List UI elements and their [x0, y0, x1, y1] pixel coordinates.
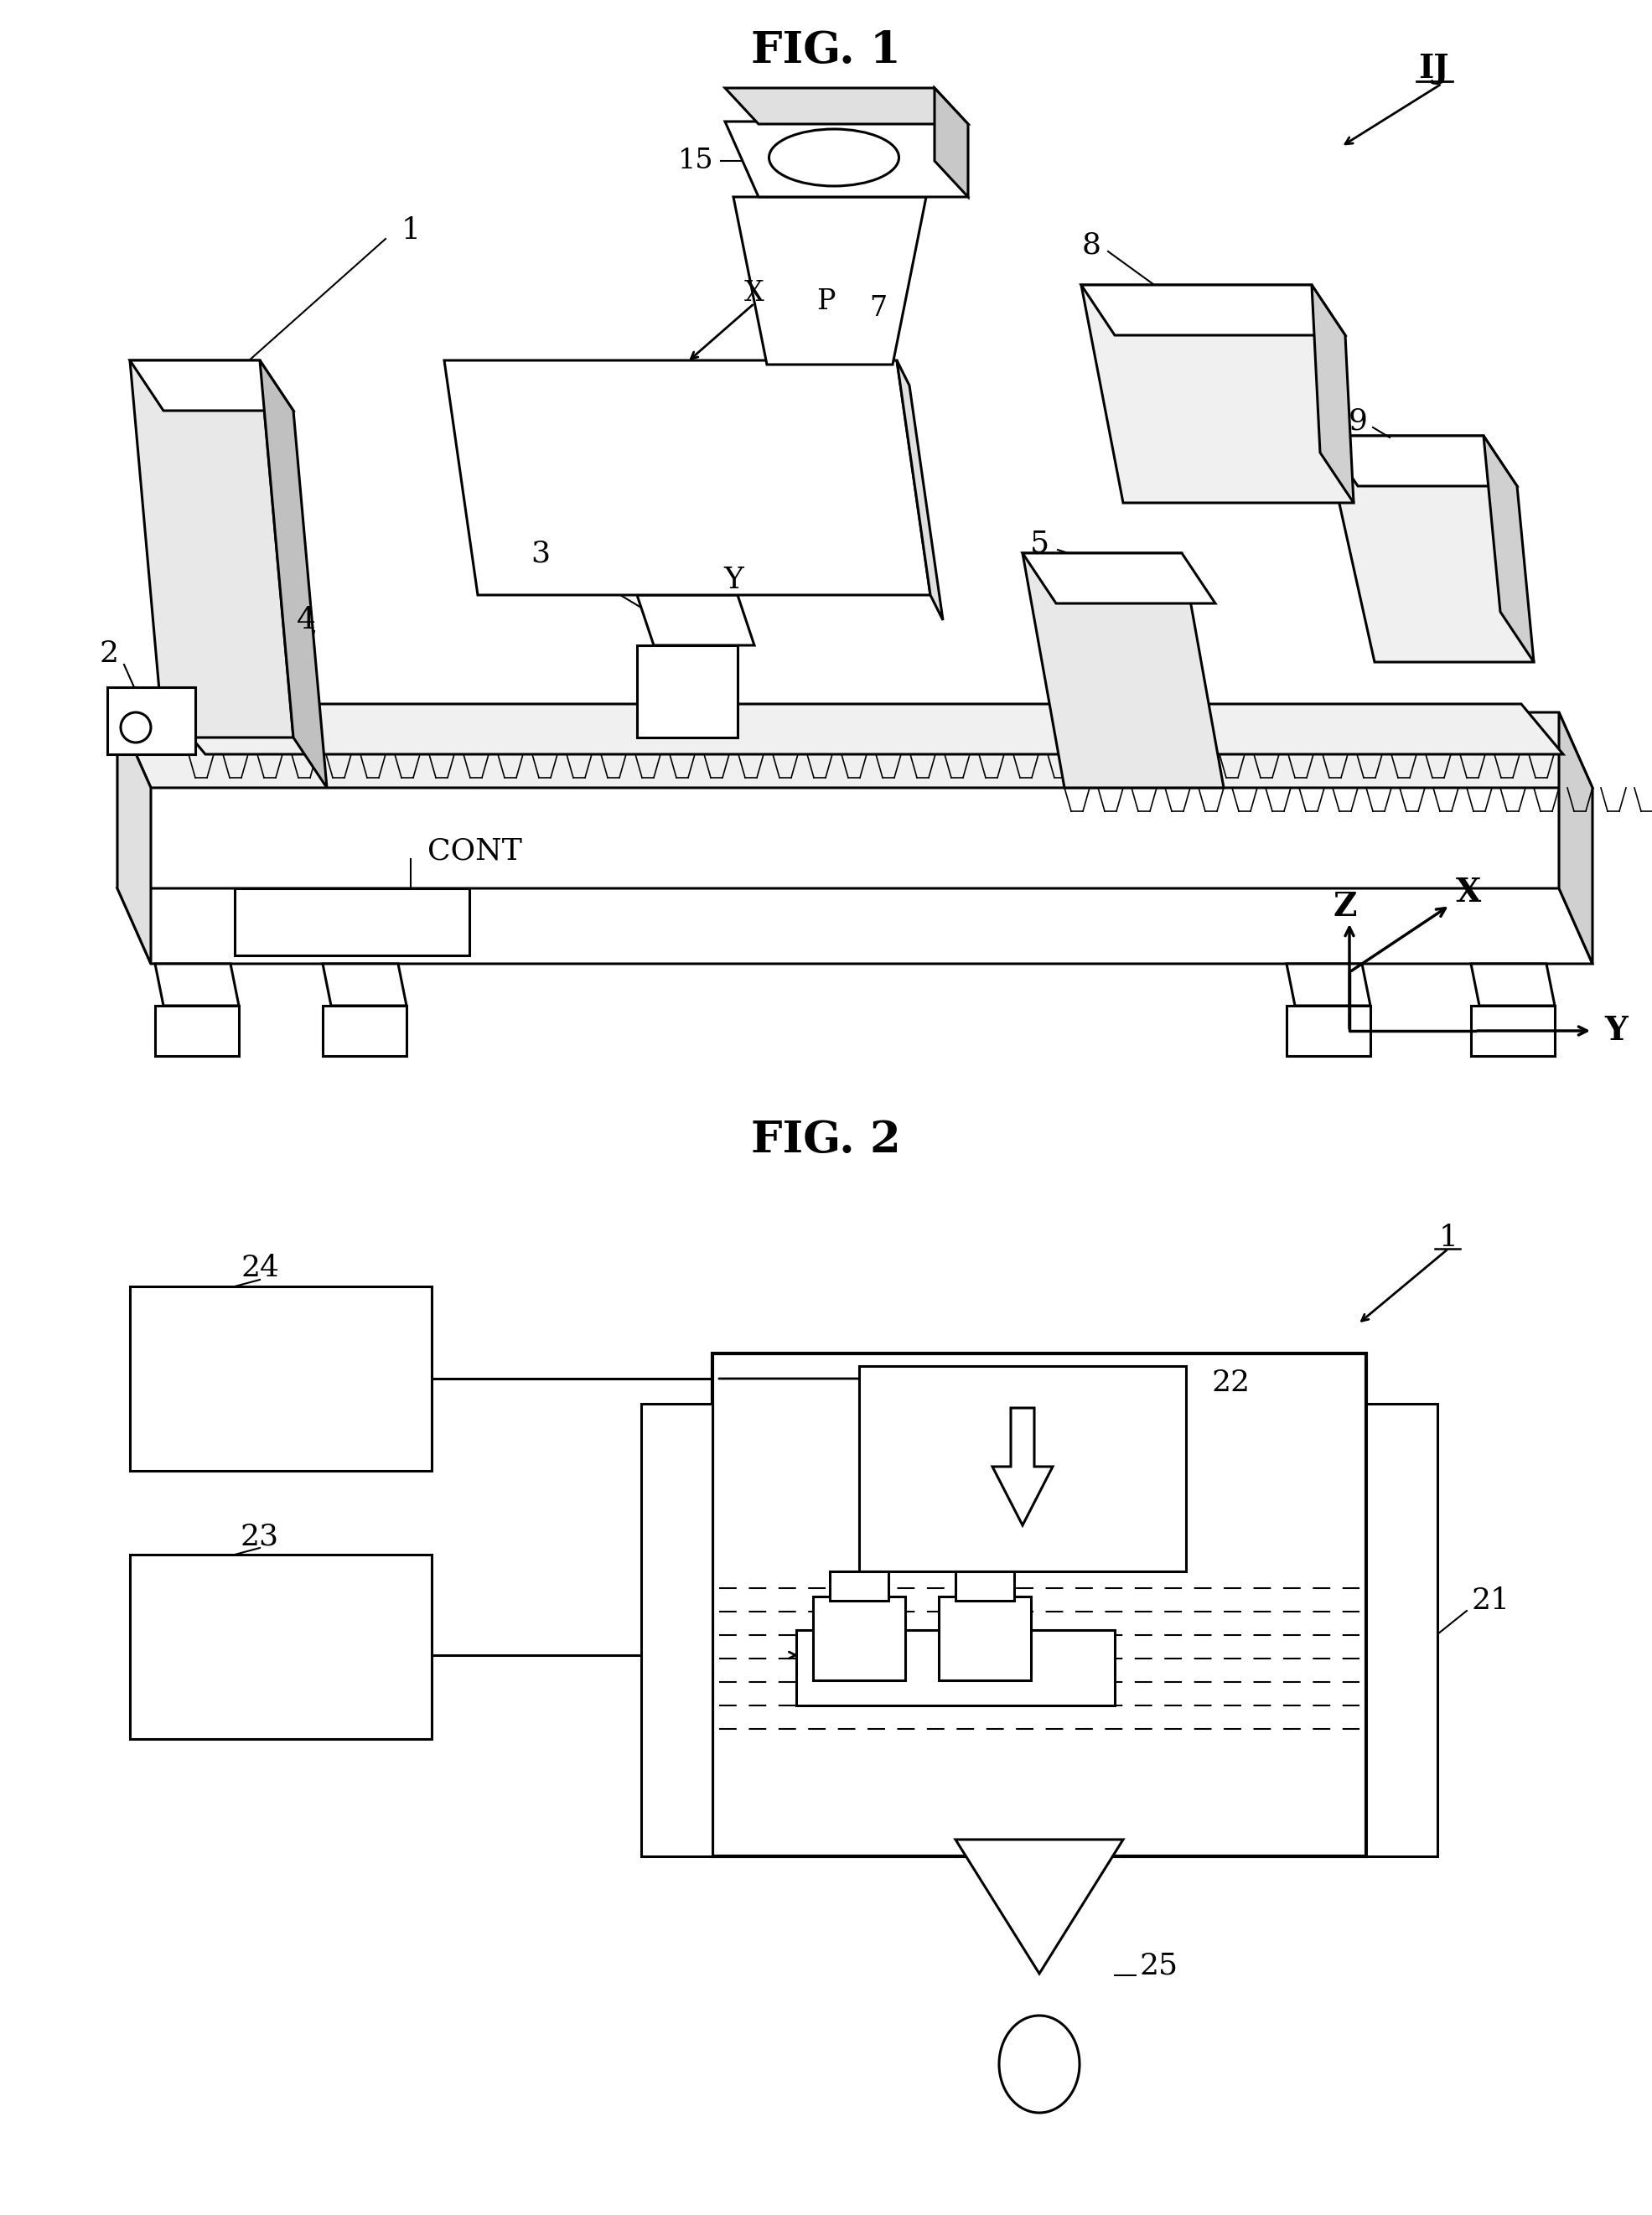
Polygon shape: [131, 361, 294, 410]
Bar: [712, 1353, 1366, 1856]
Bar: [1470, 1006, 1555, 1057]
Polygon shape: [638, 596, 755, 645]
Text: 24: 24: [241, 1254, 279, 1282]
Polygon shape: [993, 1409, 1052, 1526]
Bar: [796, 1630, 1115, 1706]
Text: Y: Y: [724, 565, 743, 594]
Bar: [131, 1555, 431, 1739]
Text: X: X: [745, 279, 765, 306]
Text: 15: 15: [679, 148, 714, 175]
Text: X: X: [1455, 877, 1482, 908]
Text: Y: Y: [1604, 1014, 1627, 1048]
Bar: [813, 1597, 905, 1681]
Polygon shape: [725, 89, 968, 124]
Polygon shape: [1559, 713, 1593, 964]
Polygon shape: [259, 361, 327, 789]
Bar: [859, 1367, 1186, 1570]
Text: 7: 7: [869, 295, 887, 321]
Text: 2: 2: [99, 640, 119, 669]
Polygon shape: [725, 122, 968, 197]
Text: FIG. 2: FIG. 2: [750, 1119, 900, 1161]
Polygon shape: [1023, 554, 1224, 789]
Polygon shape: [444, 361, 930, 596]
Bar: [1287, 1006, 1371, 1057]
Ellipse shape: [768, 128, 899, 186]
Polygon shape: [117, 713, 1593, 789]
Polygon shape: [733, 197, 927, 365]
Text: 21: 21: [1470, 1586, 1510, 1615]
Text: IJ: IJ: [1417, 53, 1449, 84]
Bar: [235, 888, 469, 955]
Polygon shape: [1325, 436, 1533, 662]
Bar: [131, 1287, 431, 1471]
Text: P: P: [816, 288, 834, 315]
Text: 22: 22: [1211, 1369, 1249, 1398]
Text: 4: 4: [296, 607, 316, 633]
Text: Z: Z: [1333, 890, 1358, 924]
Polygon shape: [1470, 964, 1555, 1006]
Polygon shape: [1080, 286, 1353, 503]
Text: 9: 9: [1348, 408, 1368, 434]
Polygon shape: [131, 361, 294, 738]
Bar: [955, 1570, 1014, 1601]
Text: 5: 5: [1029, 529, 1049, 558]
Polygon shape: [1080, 286, 1345, 334]
Polygon shape: [1287, 964, 1371, 1006]
Bar: [322, 1006, 406, 1057]
Text: 8: 8: [1082, 230, 1100, 259]
Bar: [107, 687, 195, 755]
Polygon shape: [1023, 554, 1216, 602]
Text: 1: 1: [1439, 1223, 1459, 1251]
Text: 3: 3: [530, 538, 550, 567]
Text: 1: 1: [401, 217, 420, 244]
Polygon shape: [155, 964, 240, 1006]
Polygon shape: [117, 713, 150, 964]
Polygon shape: [1483, 436, 1533, 662]
Polygon shape: [935, 89, 968, 197]
Text: FIG. 1: FIG. 1: [750, 29, 900, 71]
Polygon shape: [897, 361, 943, 620]
Bar: [829, 1570, 889, 1601]
Polygon shape: [1325, 436, 1517, 485]
Bar: [155, 1006, 240, 1057]
Text: 25: 25: [1140, 1951, 1178, 1980]
Polygon shape: [322, 964, 406, 1006]
Text: CONT: CONT: [428, 837, 522, 864]
Text: 23: 23: [241, 1522, 279, 1550]
Polygon shape: [164, 704, 1563, 755]
Polygon shape: [999, 2016, 1079, 2113]
Bar: [1366, 1404, 1437, 1856]
Bar: [938, 1597, 1031, 1681]
Polygon shape: [117, 888, 1593, 964]
Bar: [641, 1404, 712, 1856]
Bar: [638, 645, 737, 738]
Polygon shape: [1312, 286, 1353, 503]
Polygon shape: [955, 1838, 1123, 1974]
